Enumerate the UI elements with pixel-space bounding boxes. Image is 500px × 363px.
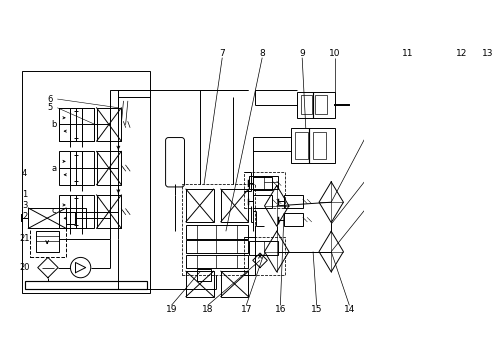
Text: b: b — [51, 120, 57, 129]
Bar — [24, 281, 148, 289]
Bar — [313, 132, 326, 159]
Bar — [59, 151, 70, 185]
Bar — [197, 269, 212, 281]
Text: 21: 21 — [20, 234, 30, 243]
Bar — [82, 151, 94, 185]
Bar — [244, 237, 284, 275]
Text: 6: 6 — [48, 94, 53, 103]
Text: 13: 13 — [482, 49, 493, 58]
Bar — [221, 189, 248, 222]
Bar — [295, 132, 308, 159]
Bar — [297, 92, 335, 118]
Text: 19: 19 — [166, 305, 177, 314]
Bar — [22, 72, 150, 293]
Text: 17: 17 — [240, 305, 252, 314]
Bar — [59, 195, 70, 228]
Bar — [70, 108, 82, 141]
Bar — [249, 241, 278, 254]
Bar — [70, 195, 82, 228]
Bar — [244, 172, 284, 208]
Text: 15: 15 — [311, 305, 322, 314]
Bar — [186, 271, 214, 297]
Bar — [186, 254, 248, 268]
Bar — [59, 108, 70, 141]
Bar — [82, 195, 94, 228]
Text: 1: 1 — [22, 191, 28, 199]
Text: 12: 12 — [456, 49, 468, 58]
Bar — [186, 225, 248, 238]
Text: 9: 9 — [300, 49, 305, 58]
Text: 20: 20 — [20, 263, 30, 272]
Bar — [96, 108, 122, 141]
Bar — [66, 212, 75, 224]
Text: 7: 7 — [220, 49, 225, 58]
Text: 10: 10 — [329, 49, 340, 58]
Text: c: c — [52, 207, 56, 215]
Bar — [182, 184, 255, 275]
Bar — [82, 108, 94, 141]
Text: a: a — [51, 164, 57, 172]
Text: 2: 2 — [22, 212, 28, 221]
Text: 3: 3 — [22, 201, 28, 210]
Text: 14: 14 — [344, 305, 355, 314]
Bar — [300, 95, 312, 114]
Text: 4: 4 — [22, 169, 28, 178]
Bar — [186, 240, 248, 253]
Bar — [284, 195, 303, 208]
Text: 11: 11 — [402, 49, 413, 58]
Bar — [59, 108, 70, 141]
Bar — [292, 128, 335, 163]
Bar — [284, 213, 303, 226]
Bar — [186, 189, 214, 222]
Bar — [96, 195, 122, 228]
Bar — [70, 151, 82, 185]
Bar — [30, 228, 66, 257]
Bar — [254, 195, 272, 208]
Bar — [28, 208, 86, 228]
Bar — [36, 231, 59, 252]
Bar — [70, 108, 82, 141]
Text: 8: 8 — [260, 49, 265, 58]
Text: 18: 18 — [202, 305, 213, 314]
Bar — [82, 108, 94, 141]
Text: 16: 16 — [274, 305, 286, 314]
Text: 5: 5 — [48, 103, 52, 112]
Bar — [96, 151, 122, 185]
Bar — [254, 177, 272, 190]
Bar — [221, 271, 248, 297]
Bar — [249, 176, 278, 189]
Bar — [315, 95, 327, 114]
